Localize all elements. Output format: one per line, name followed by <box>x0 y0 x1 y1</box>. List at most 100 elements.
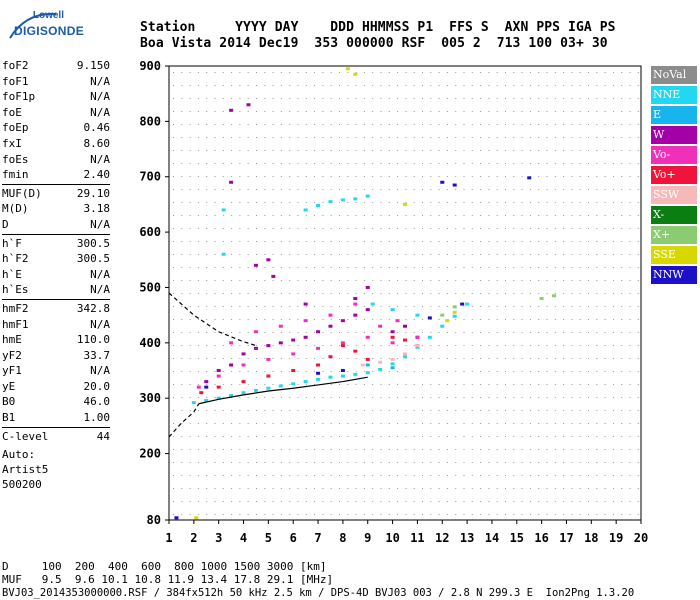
param-row: foF1p N/A <box>2 89 110 105</box>
param-key: yF1 <box>2 364 22 378</box>
param-value: 46.0 <box>83 395 111 409</box>
y-tick-label: 900 <box>139 59 161 73</box>
x-tick-label: 10 <box>385 531 399 545</box>
x-tick-label: 15 <box>510 531 524 545</box>
echo-point-vo <box>390 341 395 345</box>
x-tick-label: 17 <box>559 531 573 545</box>
echo-point-nne <box>370 302 375 306</box>
param-value: 33.7 <box>83 348 111 362</box>
param-value: 44 <box>96 429 110 443</box>
echo-point-nne <box>204 398 209 402</box>
param-key: foF1 <box>2 74 29 88</box>
x-tick-label: 5 <box>265 531 272 545</box>
param-key: B1 <box>2 411 16 425</box>
param-key: MUF(D) <box>2 186 42 200</box>
param-key: fmin <box>2 168 29 182</box>
bottom-line1: D 100 200 400 600 800 1000 1500 3000 [km… <box>2 560 327 573</box>
echo-point-vo <box>340 344 345 348</box>
echo-point-nne <box>427 335 432 339</box>
param-row: B1 1.00 <box>2 410 110 426</box>
param-key: hmF1 <box>2 317 29 331</box>
param-value: 20.0 <box>83 379 111 393</box>
echo-point-vo <box>395 319 400 323</box>
echo-point-sse <box>445 319 450 323</box>
echo-point-w <box>365 285 370 289</box>
echo-point-e <box>365 363 370 367</box>
plot-grid <box>173 72 639 515</box>
echo-point-w <box>253 263 258 267</box>
param-key: foF1p <box>2 90 36 104</box>
echo-point-nnw <box>174 516 179 520</box>
param-key: yE <box>2 379 16 393</box>
param-key: D <box>2 217 9 231</box>
y-tick-label: 600 <box>139 225 161 239</box>
echo-point-sse <box>353 72 358 76</box>
logo-line1: Lowell <box>32 10 64 21</box>
echo-point-w <box>353 297 358 301</box>
param-value: 9.150 <box>76 59 110 72</box>
legend-item: NNE <box>651 86 697 104</box>
echo-point-nne <box>316 204 321 208</box>
y-tick-label: 400 <box>139 336 161 350</box>
echo-points <box>174 67 557 520</box>
echo-point-nne <box>241 391 246 395</box>
param-value: 0.46 <box>83 121 111 135</box>
param-value: 110.0 <box>76 333 110 347</box>
logo-swoosh-icon <box>9 12 57 39</box>
x-tick-label: 13 <box>460 531 474 545</box>
param-key: fxI <box>2 136 22 150</box>
param-value: 29.10 <box>76 186 110 200</box>
echo-point-nne <box>303 380 308 384</box>
header-line2: Boa Vista 2014 Dec19 353 000000 RSF 005 … <box>140 36 608 51</box>
echo-point-nne <box>291 382 296 386</box>
legend-item: Vo- <box>651 146 697 164</box>
echo-point-nne <box>452 314 457 318</box>
echo-point-nne <box>340 374 345 378</box>
echo-point-w <box>266 258 271 262</box>
echo-point-vo <box>403 338 407 342</box>
echo-point-w <box>328 324 333 328</box>
auto-line3: 500200 <box>2 478 42 492</box>
profile-curves <box>168 292 368 438</box>
echo-point-ssw <box>378 360 383 364</box>
param-row: h`Es N/A <box>2 282 110 298</box>
x-tick-label: 18 <box>584 531 598 545</box>
echo-point-ssw <box>415 344 420 348</box>
param-row: h`E N/A <box>2 267 110 283</box>
param-row: h`F2 300.5 <box>2 251 110 267</box>
echo-point-e <box>390 366 395 370</box>
echo-point-nnw <box>527 176 532 180</box>
x-tick-label: 11 <box>410 531 424 545</box>
echo-point-x <box>452 305 457 309</box>
echo-point-nne <box>390 362 395 366</box>
param-key: C-level <box>2 429 49 443</box>
bottom-line2: MUF 9.5 9.6 10.1 10.8 11.9 13.4 17.8 29.… <box>2 573 334 586</box>
x-tick-label: 6 <box>290 531 297 545</box>
echo-point-nne <box>316 377 321 381</box>
echo-point-nne <box>266 386 271 390</box>
y-tick-label: 700 <box>139 170 161 184</box>
echo-point-x <box>440 313 445 317</box>
echo-point-w <box>216 369 221 373</box>
echo-point-vo <box>415 335 420 339</box>
auto-block: Auto: Artist5 500200 <box>2 447 110 492</box>
echo-point-vo <box>196 385 201 389</box>
param-separator <box>2 426 110 428</box>
echo-point-w <box>204 380 209 384</box>
param-value: N/A <box>90 267 110 281</box>
echo-point-vo <box>278 324 283 328</box>
auto-line1: Auto: <box>2 448 36 462</box>
y-tick-label: 800 <box>139 114 161 128</box>
y-tick-label: 80 <box>147 513 161 527</box>
echo-point-nne <box>216 396 221 400</box>
echo-point-vo <box>303 319 308 323</box>
echo-point-x <box>552 294 557 298</box>
param-value: N/A <box>90 74 110 88</box>
echo-point-w <box>303 302 308 306</box>
param-row: MUF(D) 29.10 <box>2 186 110 202</box>
param-key: foF2 <box>2 59 29 72</box>
echo-point-vo <box>353 302 358 306</box>
echo-point-nnw <box>452 183 457 187</box>
param-value: N/A <box>90 105 110 119</box>
echo-point-nnw <box>427 316 432 320</box>
